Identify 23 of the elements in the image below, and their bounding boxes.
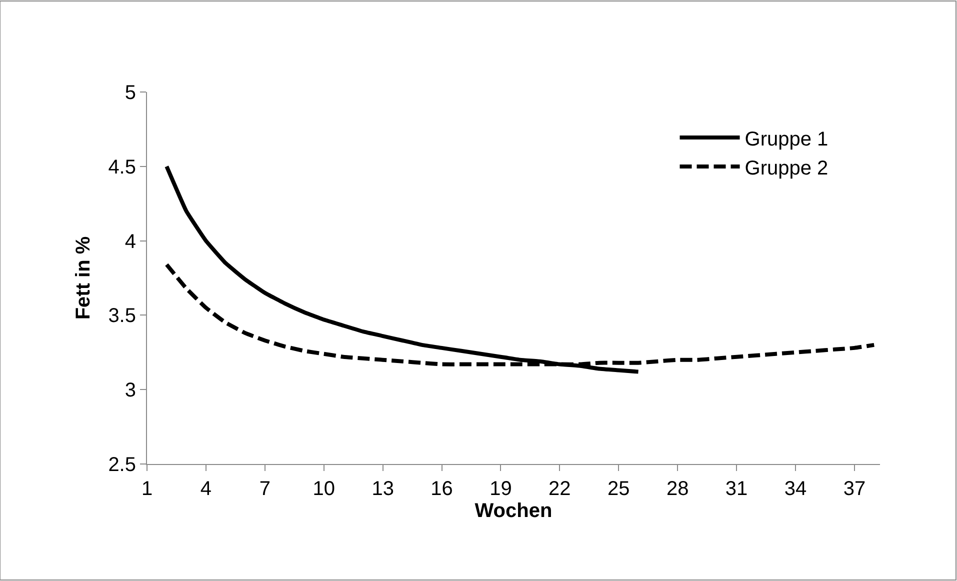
x-tick-label: 19 [490, 478, 512, 500]
legend-label: Gruppe 1 [744, 128, 828, 150]
y-tick-label: 2.5 [108, 454, 136, 476]
y-tick-label: 4 [124, 230, 136, 253]
x-tick-label: 10 [312, 478, 335, 500]
y-tick-label: 3 [124, 380, 136, 402]
x-tick-label: 4 [200, 478, 212, 500]
x-tick-label: 28 [666, 478, 689, 500]
x-tick-label: 13 [372, 478, 394, 500]
x-tick-label: 31 [725, 478, 748, 500]
x-tick-label: 37 [843, 478, 866, 500]
legend-label: Gruppe 2 [744, 157, 828, 180]
y-tick-label: 4.5 [108, 156, 136, 178]
x-tick-label: 25 [608, 478, 630, 500]
y-tick-label: 3.5 [108, 305, 136, 328]
y-axis-title: Fett in % [72, 236, 95, 320]
y-tick-label: 5 [124, 82, 136, 104]
x-axis-title: Wochen [474, 500, 552, 522]
x-tick-label: 16 [430, 478, 453, 500]
x-tick-label: 1 [141, 478, 153, 500]
x-tick-label: 22 [548, 478, 571, 500]
x-tick-label: 7 [259, 478, 270, 500]
x-tick-label: 34 [784, 478, 807, 500]
